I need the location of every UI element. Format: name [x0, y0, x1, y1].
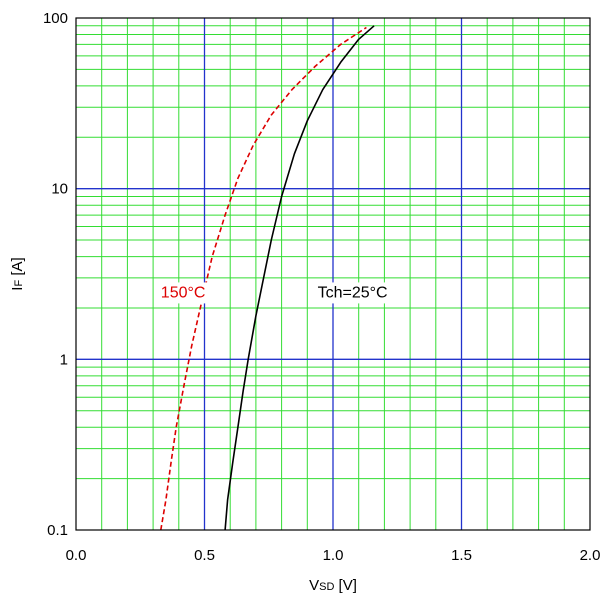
y-tick-label: 0.1 [47, 522, 68, 539]
plot-frame [75, 17, 591, 531]
series-layer [160, 25, 375, 531]
annotation-150c-bg [156, 282, 210, 304]
y-tick-labels: 0.1 1 10 100 [43, 10, 68, 539]
x-tick-label: 1.5 [451, 547, 472, 564]
annotation-layer: 150°C Tch=25°C [156, 282, 392, 304]
major-gridlines [76, 18, 590, 530]
annotation-150c: 150°C [161, 284, 206, 301]
x-tick-label: 1.0 [323, 547, 344, 564]
x-axis-label: VSD [V] [309, 577, 357, 594]
x-tick-label: 0.5 [194, 547, 215, 564]
annotation-tch-25c: Tch=25°C [318, 284, 388, 301]
y-axis-label: IF [A] [9, 257, 26, 290]
x-axis-label-sub: SD [319, 581, 334, 593]
y-tick-label: 100 [43, 10, 68, 27]
series-line-150c [160, 26, 367, 531]
x-tick-label: 2.0 [580, 547, 601, 564]
y-axis-label-main: I [9, 287, 26, 291]
y-axis-label-sub: F [13, 280, 25, 287]
x-tick-label: 0.0 [66, 547, 87, 564]
series-line-tch-25c [224, 25, 375, 531]
x-axis-label-unit: [V] [334, 577, 357, 594]
x-axis-label-main: V [309, 577, 319, 594]
y-tick-label: 1 [60, 351, 68, 368]
x-tick-labels: 0.0 0.5 1.0 1.5 2.0 [66, 547, 601, 564]
annotation-tch-25c-bg [313, 282, 392, 304]
y-tick-label: 10 [51, 181, 68, 198]
y-axis-label-unit: [A] [9, 257, 26, 280]
